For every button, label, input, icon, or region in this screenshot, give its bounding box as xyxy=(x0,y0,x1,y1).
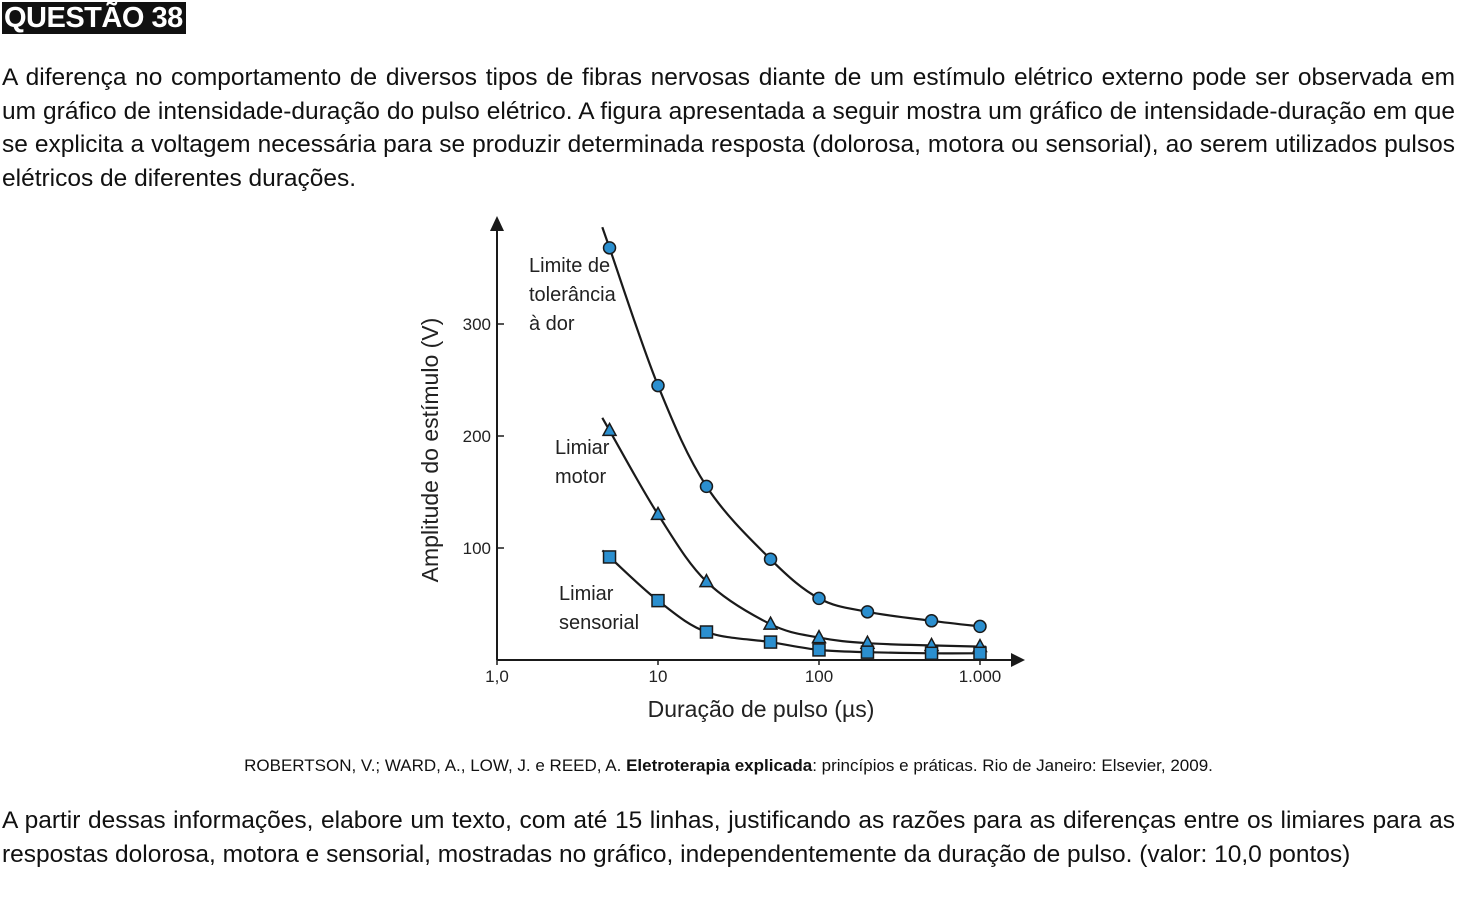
motor-threshold-curve xyxy=(601,417,987,648)
pain-tolerance-label: à dor xyxy=(529,313,575,335)
y-tick-label: 300 xyxy=(463,315,491,334)
pain-tolerance-point xyxy=(812,591,826,606)
sensory-threshold-point xyxy=(812,643,826,657)
pain-tolerance-label: Limite de xyxy=(529,255,610,277)
sensory-threshold-point xyxy=(973,646,987,661)
pain-tolerance-point xyxy=(763,552,778,566)
pain-tolerance-label: tolerância xyxy=(529,284,617,306)
x-tick-label: 1,0 xyxy=(485,667,509,686)
sensory-threshold-point xyxy=(699,625,714,639)
motor-threshold-label: motor xyxy=(555,466,606,488)
pain-tolerance-point xyxy=(602,241,617,255)
pain-tolerance-point xyxy=(699,479,714,494)
x-tick-label: 10 xyxy=(649,667,668,686)
y-axis xyxy=(490,216,504,660)
x-axis-title: Duração de pulso (µs) xyxy=(648,696,875,722)
y-tick-label: 100 xyxy=(463,539,491,558)
x-axis-arrow xyxy=(1011,653,1025,667)
pain-tolerance-point xyxy=(973,619,987,634)
motor-threshold-point xyxy=(650,505,666,521)
motor-threshold-label: Limiar xyxy=(555,437,610,459)
sensory-threshold-point xyxy=(924,646,939,661)
y-tick-label: 200 xyxy=(463,427,491,446)
intro-paragraph: A diferença no comportamento de diversos… xyxy=(2,64,1455,192)
sensory-threshold-point xyxy=(602,550,617,564)
question-heading: QUESTÃO 38 xyxy=(2,2,186,34)
y-axis-arrow xyxy=(490,216,504,231)
prompt-paragraph: A partir dessas informações, elabore um … xyxy=(2,807,1455,868)
motor-threshold-point xyxy=(698,573,715,588)
x-tick-label: 1.000 xyxy=(959,667,1002,686)
motor-threshold-point xyxy=(762,615,779,630)
pain-tolerance-point xyxy=(651,378,665,393)
x-tick-label: 100 xyxy=(805,667,833,686)
citation: ROBERTSON, V.; WARD, A., LOW, J. e REED,… xyxy=(0,755,1457,777)
sensory-threshold-label: Limiar xyxy=(559,583,614,605)
citation-details: : princípios e práticas. Rio de Janeiro:… xyxy=(812,756,1213,775)
sensory-threshold-label: sensorial xyxy=(559,612,639,634)
sensory-threshold-point xyxy=(763,635,778,649)
pain-tolerance-curve xyxy=(601,226,987,629)
pain-tolerance-point xyxy=(860,605,875,619)
sensory-threshold-curve xyxy=(601,549,987,655)
citation-book-title: Eletroterapia explicada xyxy=(626,756,813,775)
strength-duration-chart: 1,0 10 100 1.000 100 200 300 Limite de tolerân… xyxy=(417,216,1025,722)
motor-threshold-point xyxy=(601,421,618,437)
citation-authors: ROBERTSON, V.; WARD, A., LOW, J. e REED,… xyxy=(244,756,627,775)
pain-tolerance-point xyxy=(924,614,939,628)
sensory-threshold-point xyxy=(860,645,875,659)
y-axis-title: Amplitude do estímulo (V) xyxy=(417,318,443,583)
motor-threshold-point xyxy=(811,629,827,644)
x-axis xyxy=(497,653,1025,667)
sensory-threshold-point xyxy=(651,593,665,608)
